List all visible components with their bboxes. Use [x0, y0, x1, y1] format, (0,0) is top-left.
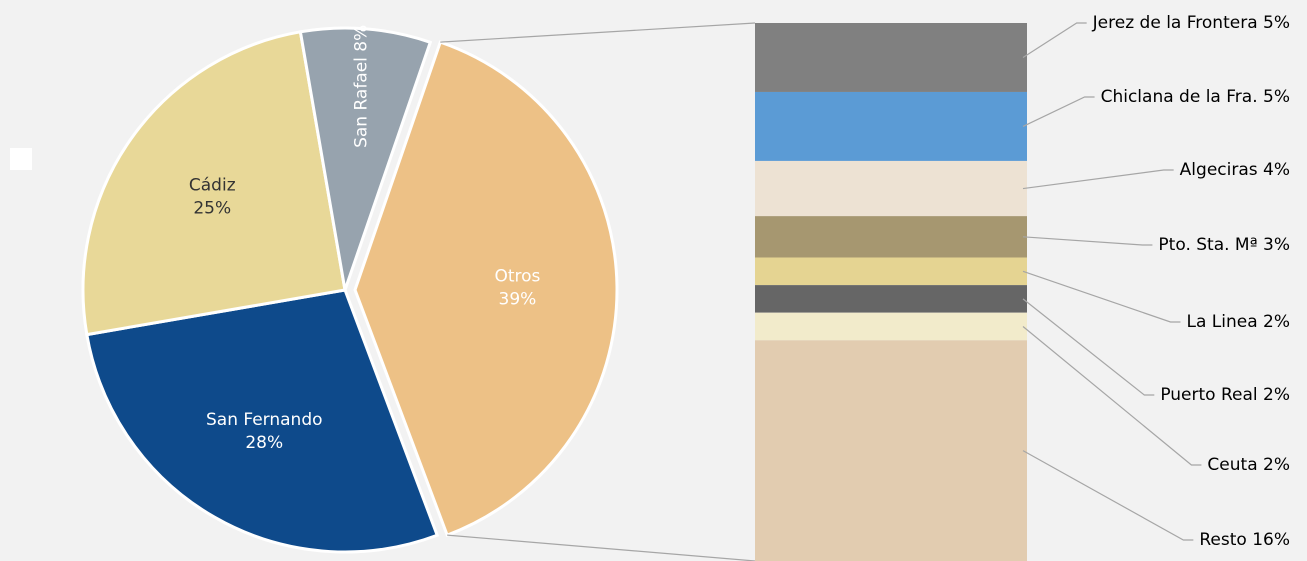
- leader-line: [1022, 450, 1194, 541]
- pie-label: San Rafael 8%: [351, 25, 371, 148]
- bar-label: Ceuta 2%: [1207, 455, 1290, 475]
- bar-segment: [755, 216, 1027, 258]
- bar-label: Algeciras 4%: [1180, 160, 1290, 180]
- decor-square: [10, 148, 32, 170]
- bar-label: Pto. Sta. Mª 3%: [1158, 235, 1290, 255]
- bar-label-name: Pto. Sta. Mª: [1158, 235, 1257, 255]
- bar-label-name: Resto: [1199, 530, 1246, 550]
- bar-label-name: Puerto Real: [1160, 385, 1257, 405]
- bar-label-value: 2%: [1263, 385, 1290, 405]
- bar-segment: [755, 23, 1027, 92]
- pie-slice: [353, 40, 619, 538]
- bar-label-value: 16%: [1252, 530, 1290, 550]
- connector: [447, 534, 756, 561]
- leader-line: [1022, 236, 1153, 246]
- pie-slice: [81, 30, 347, 337]
- pie-label-name: Otros: [494, 267, 540, 287]
- bar-label-value: 5%: [1263, 87, 1290, 107]
- bar-segment: [755, 257, 1027, 286]
- leader-line: [1022, 326, 1202, 466]
- bar-label-value: 5%: [1263, 13, 1290, 33]
- bar-segment: [755, 340, 1027, 561]
- bar-label-name: Jerez de la Frontera: [1092, 13, 1258, 33]
- bar-segment: [755, 285, 1027, 313]
- pie-slice: [85, 288, 440, 554]
- bar-label-value: 3%: [1263, 235, 1290, 255]
- bar-label-value: 2%: [1263, 455, 1290, 475]
- bar-segment: [755, 312, 1027, 341]
- pie-label-name: Cádiz: [189, 175, 236, 195]
- leader-line: [1022, 298, 1155, 396]
- bar-label-name: Algeciras: [1180, 160, 1258, 180]
- bar-label: Resto 16%: [1199, 530, 1290, 550]
- leader-line: [1022, 22, 1087, 58]
- pie-label-name: San Fernando: [206, 410, 323, 430]
- bar-label-name: Ceuta: [1207, 455, 1257, 475]
- bar-label: La Linea 2%: [1186, 312, 1290, 332]
- bar-segment: [755, 91, 1027, 161]
- pie-label-value: 39%: [499, 290, 537, 310]
- bar-label-name: Chiclana de la Fra.: [1101, 87, 1258, 107]
- bar-label: Puerto Real 2%: [1160, 385, 1290, 405]
- leader-line: [1022, 169, 1174, 190]
- pie-label-name: San Rafael: [351, 57, 371, 148]
- pie-slice: [298, 26, 433, 291]
- bar-label-value: 4%: [1263, 160, 1290, 180]
- leader-line: [1022, 270, 1181, 323]
- bar-label-name: La Linea: [1186, 312, 1257, 332]
- bar-label: Jerez de la Frontera 5%: [1092, 13, 1290, 33]
- connector: [440, 22, 756, 43]
- pie-label-value: 25%: [193, 198, 231, 218]
- bar-segment: [755, 160, 1027, 217]
- bar-label-value: 2%: [1263, 312, 1290, 332]
- pie-label-value: 28%: [245, 433, 283, 453]
- leader-line: [1022, 96, 1095, 128]
- bar-label: Chiclana de la Fra. 5%: [1101, 87, 1290, 107]
- pie-label-value: 8%: [351, 25, 371, 52]
